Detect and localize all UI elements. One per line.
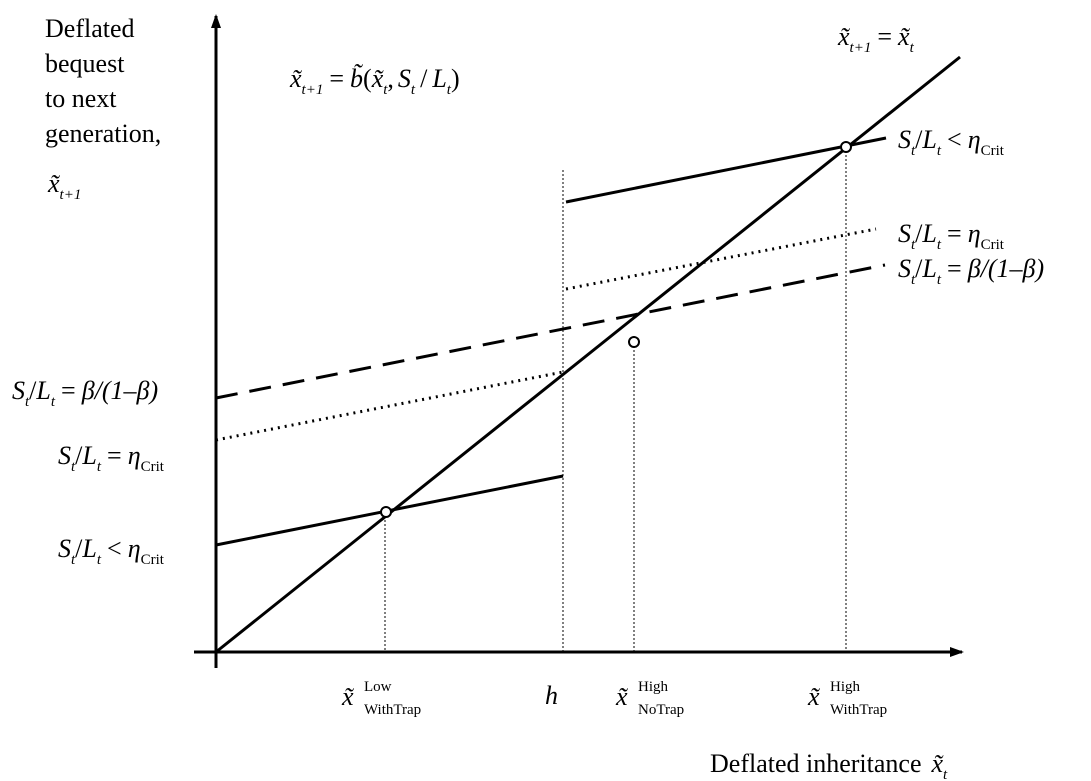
steady-state-low-point bbox=[380, 506, 392, 518]
svg-text:bequest: bequest bbox=[45, 49, 125, 78]
bequest-line-golden-rule bbox=[215, 263, 886, 400]
svg-text:generation,: generation, bbox=[45, 119, 161, 148]
svg-text:x̃t+1: x̃t+1 bbox=[47, 169, 81, 203]
svg-text:x̃: x̃ bbox=[615, 682, 629, 711]
y-axis-label: Deflated bequest to next generation, x̃t… bbox=[45, 14, 161, 203]
diagonal-45-line bbox=[215, 55, 961, 654]
bequest-line-crit-lower-branch bbox=[215, 370, 564, 442]
svg-text:Deflated: Deflated bbox=[45, 14, 135, 43]
diagonal-label: x̃t+1 = x̃t bbox=[837, 22, 915, 56]
svg-text:NoTrap: NoTrap bbox=[638, 702, 684, 718]
x-axis-label: Deflated inheritance x̃t bbox=[710, 749, 948, 781]
regime-label-left-beta: St/Lt = β/(1–β) bbox=[12, 376, 158, 410]
bequest-line-low-upper-branch bbox=[565, 136, 887, 204]
svg-text:WithTrap: WithTrap bbox=[830, 702, 887, 718]
svg-text:High: High bbox=[830, 679, 861, 695]
x-tick-high-withtrap: x̃ High WithTrap bbox=[807, 679, 887, 718]
svg-text:WithTrap: WithTrap bbox=[364, 702, 421, 718]
x-tick-low-withtrap: x̃ Low WithTrap bbox=[341, 679, 421, 718]
svg-text:Low: Low bbox=[364, 679, 392, 695]
regime-label-left-crit: St/Lt = ηCrit bbox=[58, 441, 165, 475]
regime-label-right-beta: St/Lt = β/(1–β) bbox=[898, 254, 1044, 288]
x-tick-high-notrap: x̃ High NoTrap bbox=[615, 679, 684, 718]
svg-text:High: High bbox=[638, 679, 669, 695]
svg-text:x̃: x̃ bbox=[807, 682, 821, 711]
steady-state-notrap-point bbox=[628, 336, 640, 348]
regime-label-left-low: St/Lt < ηCrit bbox=[58, 534, 165, 568]
regime-label-right-crit: St/Lt = ηCrit bbox=[898, 219, 1005, 253]
x-tick-h: h bbox=[545, 681, 558, 710]
svg-text:to next: to next bbox=[45, 84, 117, 113]
steady-state-withtrap-point bbox=[840, 141, 852, 153]
bequest-function-label: x̃t+1 = b̃(x̃t, St / Lt) bbox=[289, 64, 460, 98]
regime-label-right-low: St/Lt < ηCrit bbox=[898, 125, 1005, 159]
bequest-line-crit-upper-branch bbox=[565, 227, 877, 291]
svg-text:x̃: x̃ bbox=[341, 682, 355, 711]
